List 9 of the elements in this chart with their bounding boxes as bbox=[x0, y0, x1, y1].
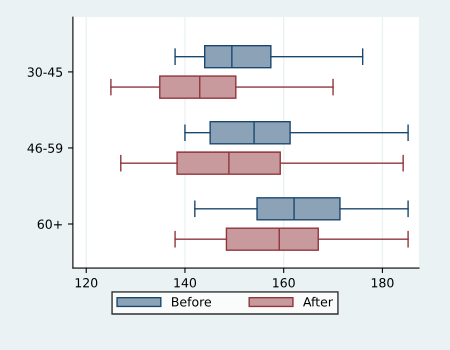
legend-label: Before bbox=[172, 296, 212, 307]
x-tick-label: 180 bbox=[372, 278, 394, 288]
y-tick-label: 46-59 bbox=[27, 143, 62, 153]
legend-label: After bbox=[303, 296, 333, 307]
x-tick-label: 160 bbox=[273, 278, 295, 288]
x-tick-label: 140 bbox=[174, 278, 196, 288]
x-tick-label: 120 bbox=[76, 278, 98, 288]
y-tick-label: 60+ bbox=[38, 219, 62, 229]
y-tick-label: 30-45 bbox=[28, 67, 62, 77]
